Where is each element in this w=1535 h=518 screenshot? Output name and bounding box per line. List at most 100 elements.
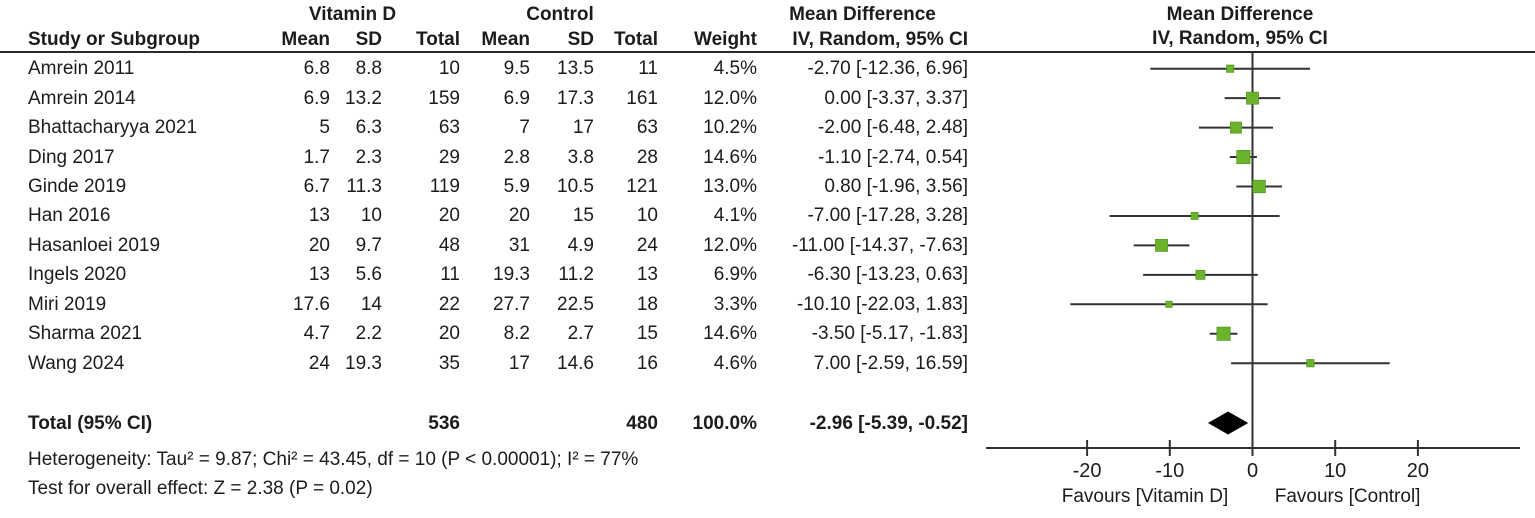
c-mean-cell: 2.8 [503, 146, 530, 168]
axis-tick-label: -10 [1155, 460, 1184, 482]
study-name-cell: Amrein 2014 [28, 87, 136, 109]
study-row: Ding 2017 1.7 2.3 29 2.8 3.8 28 14.6% -1.10 [-2.… [28, 142, 968, 171]
column-header-study: Study or Subgroup [28, 28, 201, 50]
study-marker [1216, 326, 1231, 341]
c-mean-cell: 5.9 [503, 175, 530, 197]
study-row: Amrein 2011 6.8 8.8 10 9.5 13.5 11 4.5% -2.70 [-… [28, 54, 968, 83]
study-marker [1165, 300, 1173, 308]
header-divider-line [0, 51, 1535, 53]
study-name-cell: Ding 2017 [28, 146, 115, 168]
favours-left-label: Favours [Vitamin D] [1062, 486, 1228, 507]
ci-text-cell: -2.00 [-6.48, 2.48] [818, 117, 968, 139]
forest-plot-graphic: -20 -10 0 10 20 Favours [Vitamin D] Favours [C… [986, 53, 1520, 507]
ci-text-cell: 7.00 [-2.59, 16.59] [813, 352, 968, 374]
column-header-vd-sd: SD [355, 28, 382, 50]
study-marker [1306, 359, 1315, 368]
weight-cell: 6.9% [713, 264, 757, 286]
total-label: Total (95% CI) [28, 413, 153, 435]
vd-sd-cell: 14 [360, 293, 382, 315]
vd-mean-cell: 17.6 [293, 293, 330, 315]
group-header-mean-difference-text: Mean Difference [789, 4, 936, 25]
study-row: Sharma 2021 4.7 2.2 20 8.2 2.7 15 14.6% -3.50 [-… [28, 319, 968, 348]
vd-sd-cell: 8.8 [355, 58, 382, 80]
study-row: Bhattacharyya 2021 5 6.3 63 7 17 63 10.2% -2.00 … [28, 113, 968, 142]
column-header-row: Study or Subgroup Mean SD Total Mean SD … [28, 28, 968, 50]
total-row: Total (95% CI) 536 480 100.0% -2.96 [-5.… [28, 409, 968, 438]
study-row: Amrein 2014 6.9 13.2 159 6.9 17.3 161 12.0% 0.00… [28, 83, 968, 112]
study-marker [1226, 64, 1235, 73]
vd-sd-cell: 2.3 [355, 146, 382, 168]
column-header-c-total: Total [614, 28, 658, 50]
study-row: Miri 2019 17.6 14 22 27.7 22.5 18 3.3% -10.10 [-… [28, 290, 968, 319]
vd-total-cell: 20 [438, 323, 460, 345]
c-sd-cell: 2.7 [567, 323, 594, 345]
c-mean-cell: 8.2 [503, 323, 530, 345]
vd-sd-cell: 2.2 [355, 323, 382, 345]
total-c-n: 480 [626, 413, 658, 435]
c-total-cell: 161 [626, 87, 658, 109]
vd-mean-cell: 13 [308, 205, 330, 227]
study-row: Ginde 2019 6.7 11.3 119 5.9 10.5 121 13.0% 0.80 … [28, 172, 968, 201]
vd-total-cell: 119 [429, 175, 460, 197]
study-name-cell: Han 2016 [28, 205, 111, 227]
axis-tick-label: 20 [1407, 460, 1429, 482]
c-mean-cell: 7 [519, 117, 530, 139]
study-row: Wang 2024 24 19.3 35 17 14.6 16 4.6% 7.00 [-2.59… [28, 348, 968, 377]
overall-effect-stats: Test for overall effect: Z = 2.38 (P = 0… [28, 478, 373, 499]
study-name-cell: Ginde 2019 [28, 175, 127, 197]
study-row: Ingels 2020 13 5.6 11 19.3 11.2 13 6.9% -6.30 [-… [28, 260, 968, 289]
study-rows: Amrein 2011 6.8 8.8 10 9.5 13.5 11 4.5% -2.70 [-… [28, 54, 968, 378]
vd-total-cell: 29 [438, 146, 460, 168]
ci-text-cell: -6.30 [-13.23, 0.63] [807, 264, 968, 286]
study-row: Han 2016 13 10 20 20 15 10 4.1% -7.00 [-17.28, 3… [28, 201, 968, 230]
vd-total-cell: 35 [438, 352, 460, 374]
group-header-mean-difference-plot: Mean Difference [1166, 4, 1314, 25]
c-sd-cell: 4.9 [567, 234, 594, 256]
study-name-cell: Amrein 2011 [28, 58, 135, 80]
heterogeneity-stats: Heterogeneity: Tau² = 9.87; Chi² = 43.45… [28, 449, 639, 470]
total-diamond [1207, 411, 1249, 435]
weight-cell: 12.0% [703, 234, 757, 256]
study-marker [1246, 91, 1259, 105]
vd-mean-cell: 4.7 [303, 323, 330, 345]
c-total-cell: 18 [636, 293, 658, 315]
c-sd-cell: 17.3 [557, 87, 594, 109]
vd-sd-cell: 10 [360, 205, 382, 227]
column-header-vd-total: Total [416, 28, 460, 50]
group-header-control: Control [526, 4, 594, 25]
vd-mean-cell: 13 [308, 264, 330, 286]
study-marker [1252, 179, 1266, 194]
ci-text-cell: -10.10 [-22.03, 1.83] [796, 293, 968, 315]
vd-mean-cell: 6.8 [303, 58, 330, 80]
group-header-vitamin-d: Vitamin D [308, 4, 397, 25]
study-name-cell: Hasanloei 2019 [28, 234, 161, 256]
ci-text-cell: -1.10 [-2.74, 0.54] [818, 146, 968, 168]
c-total-cell: 10 [636, 205, 658, 227]
study-name-cell: Miri 2019 [28, 293, 107, 315]
weight-cell: 3.3% [713, 293, 757, 315]
c-sd-cell: 14.6 [557, 352, 594, 374]
ci-text-cell: -2.70 [-12.36, 6.96] [807, 58, 968, 80]
vd-total-cell: 63 [438, 117, 460, 139]
c-sd-cell: 11.2 [558, 264, 594, 286]
vd-mean-cell: 24 [308, 352, 330, 374]
total-vd-n: 536 [428, 413, 460, 435]
axis-tick-label: -20 [1073, 460, 1102, 482]
c-total-cell: 16 [636, 352, 658, 374]
study-marker [1190, 212, 1199, 220]
total-ci-text: -2.96 [-5.39, -0.52] [809, 413, 968, 435]
ci-text-cell: 0.00 [-3.37, 3.37] [824, 87, 968, 109]
vd-total-cell: 11 [440, 264, 460, 286]
study-row: Hasanloei 2019 20 9.7 48 31 4.9 24 12.0% -11.00 … [28, 231, 968, 260]
study-name-cell: Sharma 2021 [28, 323, 143, 345]
c-total-cell: 63 [636, 117, 658, 139]
column-header-weight: Weight [694, 28, 757, 50]
column-header-iv-random-text: IV, Random, 95% CI [792, 28, 968, 50]
vd-total-cell: 48 [438, 234, 460, 256]
c-sd-cell: 13.5 [557, 58, 594, 80]
axis-tick-label: 10 [1324, 460, 1346, 482]
c-total-cell: 28 [636, 146, 658, 168]
study-name-cell: Ingels 2020 [28, 264, 127, 286]
study-marker [1155, 239, 1168, 252]
